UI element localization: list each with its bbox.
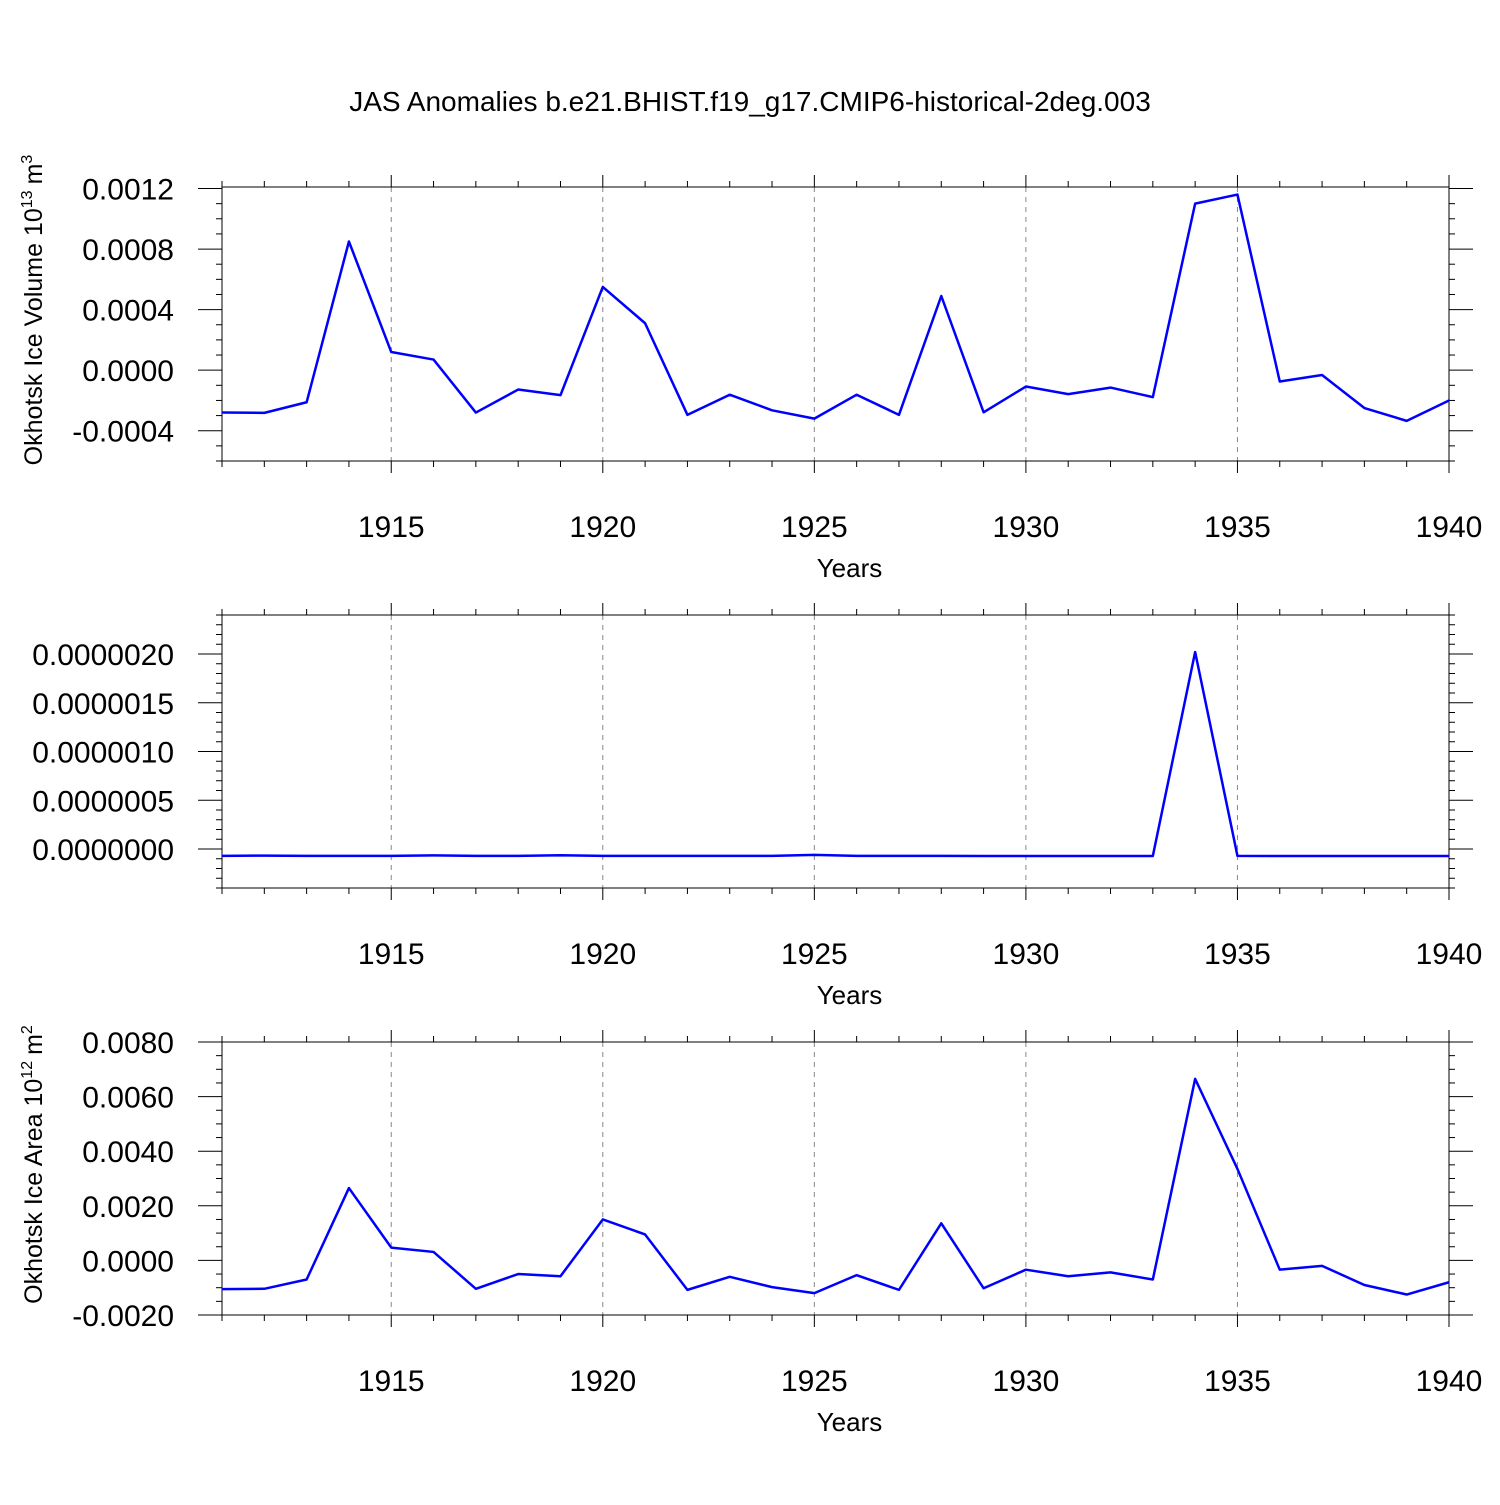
y-tick-label: 0.0000010 [32,737,174,770]
y-tick-label: 0.0060 [82,1082,174,1115]
x-tick-label: 1925 [781,511,848,544]
y-axis-label-exponent: 13 [19,190,36,208]
y-axis-label-text: Okhotsk Ice Area 10 [20,1079,48,1304]
x-tick-label: 1920 [569,938,636,971]
x-tick-label: 1915 [358,1365,425,1398]
x-tick-label: 1915 [358,938,425,971]
y-tick-label: 0.0080 [82,1027,174,1060]
x-tick-label: 1930 [993,1365,1060,1398]
y-tick-label: 0.0000 [82,1245,174,1278]
y-axis-label-unit: m [20,1034,48,1055]
y-axis-label-unit-exponent: 3 [19,155,36,164]
y-tick-label: 0.0000015 [32,688,174,721]
y-tick-label: 0.0012 [82,174,174,207]
panel-1: 1915 1920 1925 1930 1935 1940 -0.0004 0.0000 0.0… [19,155,1482,583]
y-tick-label: -0.0004 [72,416,174,449]
x-tick-label: 1940 [1416,1365,1483,1398]
figure-title: JAS Anomalies b.e21.BHIST.f19_g17.CMIP6-… [349,86,1151,117]
y-tick-label: 0.0004 [82,295,174,328]
series-line [221,650,1449,858]
x-tick-label: 1930 [993,511,1060,544]
y-tick-label: 0.0000000 [32,834,174,867]
x-tick-label: 1925 [781,938,848,971]
y-tick-label: 0.0000 [82,355,174,388]
y-axis-label-unit-exponent: 2 [19,1025,36,1034]
y-axis-label-text: Okhotsk Ice Volume 10 [20,208,48,465]
x-tick-label: 1940 [1416,511,1483,544]
y-tick-label: 0.0000020 [32,639,174,672]
plot-frame [221,614,1450,889]
x-tick-label: 1920 [569,1365,636,1398]
plot-frame [221,186,1450,462]
y-axis-label-unit: m [20,164,48,185]
y-tick-label: 0.0040 [82,1136,174,1169]
series-line [221,1077,1450,1296]
x-tick-label: 1935 [1204,511,1271,544]
x-tick-label: 1940 [1416,938,1483,971]
x-tick-label: 1915 [358,511,425,544]
x-axis-label: Years [817,553,883,583]
x-tick-label: 1935 [1204,938,1271,971]
x-tick-label: 1920 [569,511,636,544]
y-tick-label: -0.0020 [72,1300,174,1333]
x-tick-label: 1935 [1204,1365,1271,1398]
y-axis-label: Okhotsk Ice Volume 1013 m3 [19,155,48,466]
plot-frame [221,1041,1450,1316]
x-tick-label: 1925 [781,1365,848,1398]
x-tick-label: 1930 [993,938,1060,971]
series-line [221,193,1450,423]
y-tick-label: 0.0000005 [32,785,174,818]
y-axis-label-exponent: 12 [19,1061,36,1079]
x-axis-label: Years [817,980,883,1010]
y-axis-label: Okhotsk Ice Area 1012 m2 [19,1025,48,1304]
y-tick-label: 0.0008 [82,234,174,267]
y-tick-label: 0.0020 [82,1191,174,1224]
x-axis-label: Years [817,1407,883,1437]
panel-2: 1915 1920 1925 1930 1935 1940 0.0000000 0.00000… [32,603,1482,1010]
panel-3: 1915 1920 1925 1930 1935 1940 -0.0020 0.0000 0.0… [19,1025,1482,1437]
